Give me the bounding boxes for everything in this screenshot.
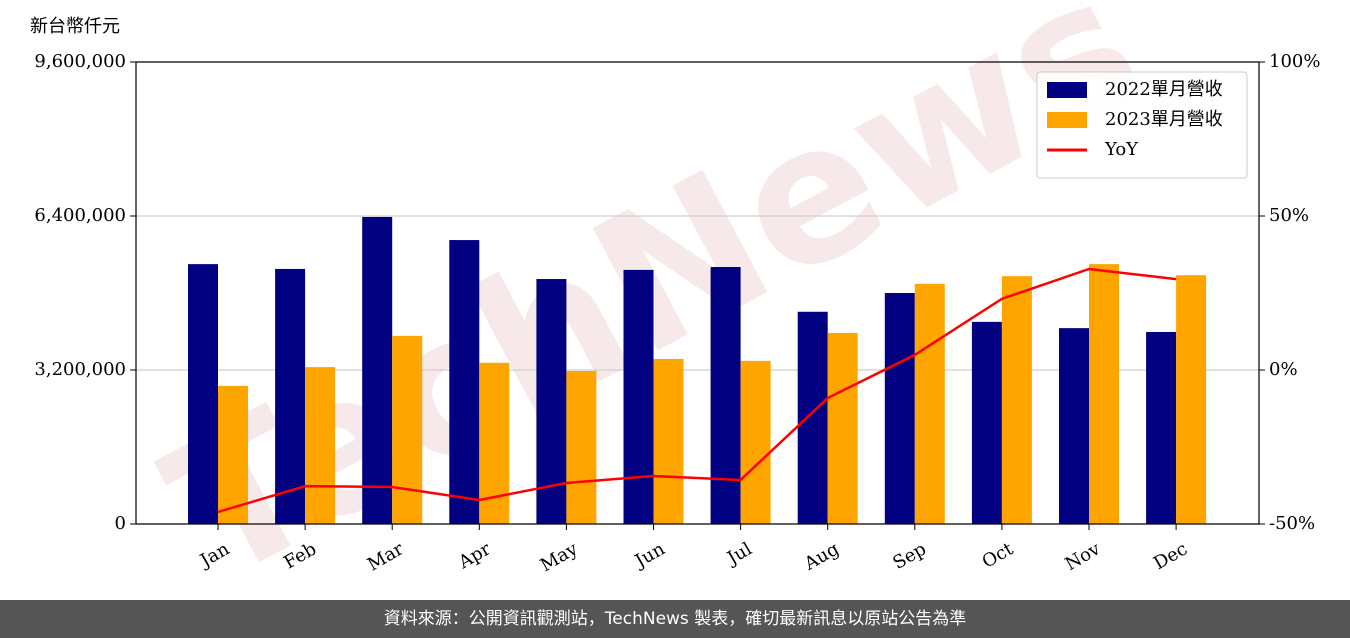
x-tick-label: Dec xyxy=(1150,538,1191,574)
x-tick-label: Oct xyxy=(979,538,1018,573)
bar xyxy=(971,321,1002,524)
legend-label: 2023單月營收 xyxy=(1105,109,1223,130)
bar xyxy=(914,283,945,524)
bar xyxy=(449,240,480,524)
chart: 新台幣仟元 TechNews03,200,0006,400,0009,600,0… xyxy=(30,0,1320,624)
footer: 資料來源：公開資訊觀測站，TechNews 製表，確切最新訊息以原站公告為準 xyxy=(0,600,1350,638)
legend-swatch xyxy=(1047,112,1087,128)
bar xyxy=(797,311,828,524)
bar xyxy=(275,268,306,524)
x-tick-label: Nov xyxy=(1062,538,1105,575)
x-tick-label: Sep xyxy=(889,538,929,573)
bar xyxy=(566,370,597,524)
x-tick-label: Aug xyxy=(800,538,843,575)
bar xyxy=(623,269,654,524)
bar xyxy=(710,267,741,524)
bar xyxy=(1001,276,1032,524)
bar xyxy=(1059,328,1089,524)
y2-tick-label: 50% xyxy=(1269,205,1309,226)
x-tick-label: Jun xyxy=(630,538,669,573)
y2-tick-label: 0% xyxy=(1269,359,1298,380)
bar xyxy=(362,216,393,524)
y2-tick-label: -50% xyxy=(1269,513,1315,534)
bar xyxy=(827,332,858,524)
bar xyxy=(1176,275,1207,524)
x-tick-label: May xyxy=(537,538,582,576)
bar xyxy=(188,264,218,524)
line xyxy=(217,267,1177,514)
y2-tick-label: 100% xyxy=(1269,51,1320,72)
bar xyxy=(1089,264,1119,524)
y-axis-label: 新台幣仟元 xyxy=(30,16,120,37)
legend-swatch xyxy=(1047,82,1087,98)
legend-label: 2022單月營收 xyxy=(1105,79,1223,100)
bar xyxy=(740,360,771,524)
legend-label: YoY xyxy=(1104,139,1139,160)
y-tick-label: 0 xyxy=(115,513,126,534)
bar xyxy=(218,385,248,524)
y-tick-label: 6,400,000 xyxy=(34,205,126,226)
y-tick-label: 9,600,000 xyxy=(34,51,126,72)
x-tick-label: Apr xyxy=(454,538,494,573)
y-tick-label: 3,200,000 xyxy=(34,359,126,380)
bar xyxy=(1146,331,1177,524)
bar xyxy=(884,293,915,524)
plot-frame xyxy=(135,61,1260,525)
bar xyxy=(392,335,423,524)
bar xyxy=(305,367,336,524)
bar xyxy=(653,358,684,524)
legend-box xyxy=(1036,71,1248,179)
x-tick-label: Jul xyxy=(722,538,756,570)
